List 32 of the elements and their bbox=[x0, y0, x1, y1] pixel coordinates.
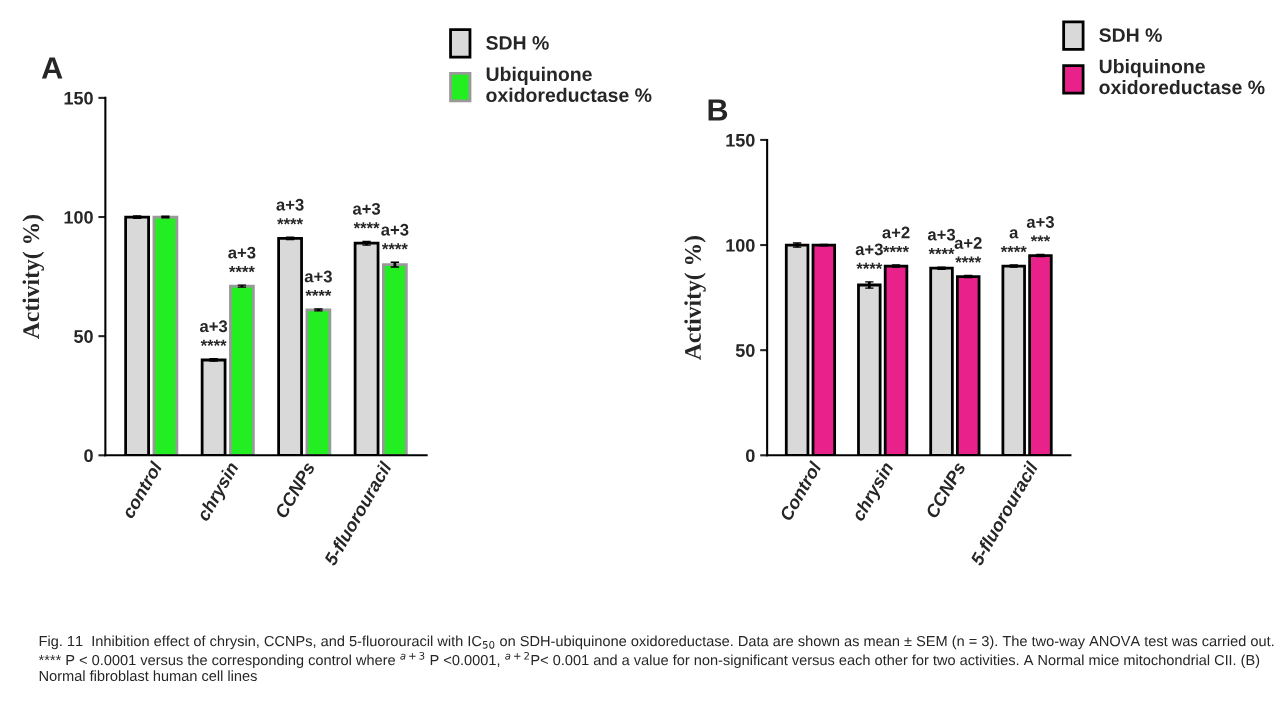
data-label: a+3 **** bbox=[855, 243, 883, 269]
y-axis-title: Activity( %) bbox=[684, 236, 706, 360]
y-tick-label: 0 bbox=[746, 449, 755, 463]
bar bbox=[382, 263, 408, 456]
y-tick-label: 0 bbox=[84, 449, 93, 463]
chart-title: A bbox=[41, 57, 63, 79]
data-label: a+2 **** bbox=[954, 237, 982, 263]
data-label: a+3 **** bbox=[352, 202, 381, 229]
data-label: a+3 **** bbox=[276, 198, 304, 225]
data-label: a **** bbox=[1000, 229, 1027, 253]
bar bbox=[229, 284, 255, 456]
y-tick-label: 100 bbox=[64, 210, 93, 224]
data-label: a+3 **** bbox=[381, 223, 409, 250]
data-label: a+3 **** bbox=[304, 270, 332, 297]
data-label: a+3 *** bbox=[1026, 216, 1054, 242]
y-tick-label: 50 bbox=[74, 330, 93, 343]
legend-label: SDH % bbox=[1099, 28, 1162, 43]
data-label: a+2 **** bbox=[882, 226, 910, 253]
y-axis-title: Activity( %) bbox=[22, 215, 44, 339]
data-label: a+3 **** bbox=[199, 320, 228, 346]
y-tick-label: 150 bbox=[726, 133, 755, 147]
data-label: a+3 **** bbox=[228, 246, 256, 273]
bar bbox=[152, 215, 179, 456]
legend-label: Ubiquinone oxidoreductase % bbox=[486, 66, 652, 103]
legend-label: Ubiquinone oxidoreductase % bbox=[1099, 59, 1265, 95]
bar bbox=[305, 308, 332, 456]
text: Fig. 11 Inhibition effect of chrysin, CCNPs, and 5-fluorouracil with IC$_{50}$ on SDH-ubiquinone oxidoreductase. Data are shown as mean ± SEM (n = 3). The two-way ANOVA test was carried out. **** P < 0.0001 versus the corresponding control where $^{a+3}$ P <0.0001, $^{a+2}$P< 0.001 and a value for non-significant versus each other for two activities. A Normal mice mitochondrial CII. (B) Normal fibroblast human cell lines bbox=[38, 635, 1274, 682]
y-tick-label: 100 bbox=[726, 238, 755, 252]
y-tick-label: 150 bbox=[64, 91, 93, 105]
y-tick-label: 50 bbox=[735, 344, 755, 357]
chart-title: B bbox=[708, 99, 728, 121]
legend-label: SDH % bbox=[486, 36, 549, 50]
